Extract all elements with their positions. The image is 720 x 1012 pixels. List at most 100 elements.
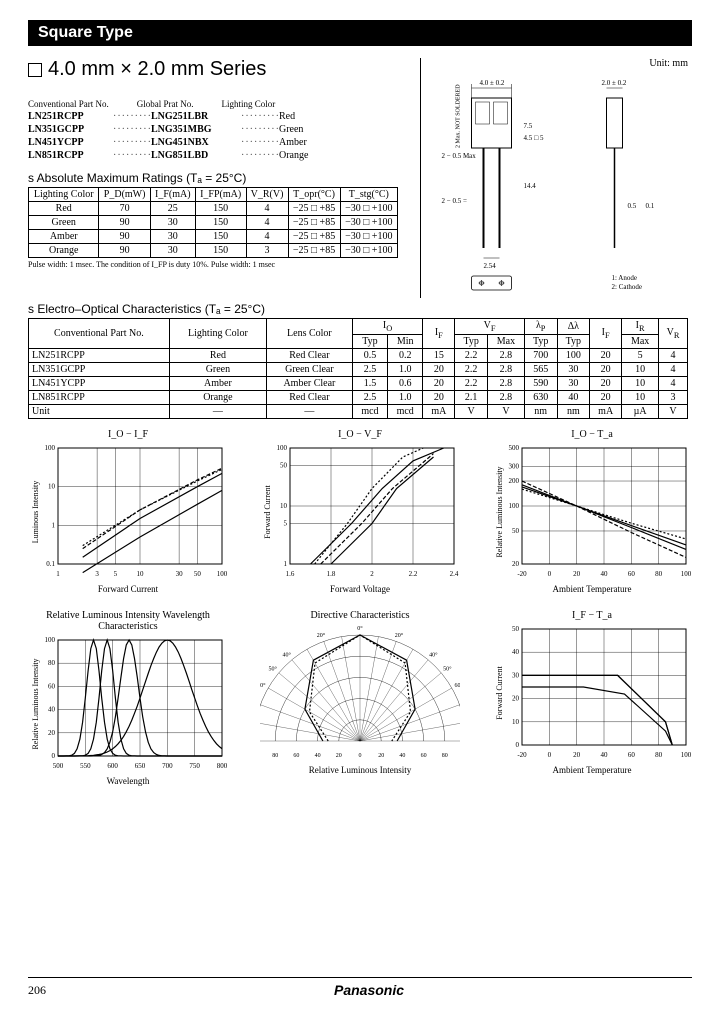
svg-text:0.1: 0.1 bbox=[646, 202, 655, 210]
svg-text:14.4: 14.4 bbox=[524, 182, 537, 190]
svg-text:30: 30 bbox=[512, 671, 520, 679]
svg-text:Luminous Intensity: Luminous Intensity bbox=[31, 481, 40, 543]
svg-text:0.1: 0.1 bbox=[46, 560, 55, 568]
part-row: LN451YCPP·········LNG451NBX·········Ambe… bbox=[28, 137, 408, 148]
svg-text:40: 40 bbox=[315, 753, 321, 759]
svg-text:60: 60 bbox=[421, 753, 427, 759]
svg-text:800: 800 bbox=[217, 762, 228, 770]
svg-text:20: 20 bbox=[336, 753, 342, 759]
svg-text:Forward Current: Forward Current bbox=[263, 484, 272, 538]
svg-text:0: 0 bbox=[516, 741, 520, 749]
svg-text:0: 0 bbox=[548, 751, 552, 759]
svg-text:10: 10 bbox=[512, 718, 520, 726]
svg-text:2.0 ± 0.2: 2.0 ± 0.2 bbox=[602, 79, 627, 87]
series-title: 4.0 mm × 2.0 mm Series bbox=[28, 58, 408, 81]
svg-text:20: 20 bbox=[48, 729, 56, 737]
svg-text:7.5: 7.5 bbox=[524, 122, 533, 130]
svg-text:0: 0 bbox=[359, 753, 362, 759]
chart: I_O − I_F1351030501000.1110100Luminous I… bbox=[28, 429, 228, 594]
svg-text:0.5: 0.5 bbox=[628, 202, 637, 210]
svg-text:Forward Current: Forward Current bbox=[495, 665, 504, 719]
svg-text:50: 50 bbox=[512, 527, 520, 535]
part-row: LN251RCPP·········LNG251LBR·········Red bbox=[28, 111, 408, 122]
svg-text:80: 80 bbox=[442, 753, 448, 759]
chart: Relative Luminous Intensity Wavelength C… bbox=[28, 610, 228, 786]
svg-text:300: 300 bbox=[509, 462, 520, 470]
svg-text:5: 5 bbox=[114, 570, 118, 578]
svg-text:10: 10 bbox=[48, 483, 56, 491]
svg-text:20°: 20° bbox=[395, 632, 404, 639]
abs-max-title: s Absolute Maximum Ratings (Tₐ = 25°C) bbox=[28, 171, 408, 185]
svg-text:2: 2 bbox=[370, 570, 374, 578]
svg-text:10: 10 bbox=[280, 502, 288, 510]
svg-text:1.6: 1.6 bbox=[286, 570, 295, 578]
electro-table: Conventional Part No.Lighting ColorLens … bbox=[28, 318, 688, 419]
svg-text:2.54: 2.54 bbox=[484, 262, 497, 270]
svg-text:600: 600 bbox=[107, 762, 118, 770]
svg-text:80: 80 bbox=[272, 753, 278, 759]
svg-text:0°: 0° bbox=[357, 625, 363, 632]
svg-text:20: 20 bbox=[512, 695, 520, 703]
svg-text:2 Max. NOT SOLDERED: 2 Max. NOT SOLDERED bbox=[456, 84, 462, 148]
svg-text:50: 50 bbox=[512, 625, 520, 633]
svg-text:1: Anode: 1: Anode bbox=[612, 274, 637, 282]
part-number-table: Conventional Part No. Global Prat No. Li… bbox=[28, 99, 408, 161]
abs-max-table: Lighting ColorP_D(mW)I_F(mA)I_FP(mA)V_R(… bbox=[28, 187, 398, 258]
svg-text:1: 1 bbox=[52, 521, 56, 529]
svg-text:20°: 20° bbox=[317, 632, 326, 639]
svg-text:40: 40 bbox=[512, 648, 520, 656]
svg-text:550: 550 bbox=[80, 762, 91, 770]
svg-text:50: 50 bbox=[280, 461, 288, 469]
abs-max-footnote: Pulse width: 1 msec. The condition of I_… bbox=[28, 260, 408, 269]
chart: I_O − T_a-200204060801002050100200300500… bbox=[492, 429, 692, 594]
page-number: 206 bbox=[28, 983, 46, 998]
svg-text:100: 100 bbox=[277, 444, 288, 452]
svg-text:4.0 ± 0.2: 4.0 ± 0.2 bbox=[480, 79, 505, 87]
svg-text:60: 60 bbox=[48, 682, 56, 690]
svg-text:30: 30 bbox=[176, 570, 184, 578]
svg-text:60: 60 bbox=[628, 751, 636, 759]
svg-text:20: 20 bbox=[512, 560, 520, 568]
svg-text:60: 60 bbox=[628, 570, 636, 578]
electro-title: s Electro–Optical Characteristics (Tₐ = … bbox=[28, 302, 692, 316]
svg-text:0: 0 bbox=[52, 752, 56, 760]
svg-text:500: 500 bbox=[509, 444, 520, 452]
svg-text:100: 100 bbox=[45, 636, 56, 644]
svg-text:500: 500 bbox=[53, 762, 64, 770]
svg-text:2 − 0.5 =: 2 − 0.5 = bbox=[442, 197, 467, 205]
svg-text:40: 40 bbox=[601, 751, 609, 759]
svg-text:40: 40 bbox=[48, 706, 56, 714]
svg-text:Relative Luminous Intensity: Relative Luminous Intensity bbox=[495, 466, 504, 557]
category-header: Square Type bbox=[28, 20, 692, 46]
svg-text:80: 80 bbox=[655, 570, 663, 578]
svg-text:60°: 60° bbox=[455, 682, 460, 689]
svg-text:10: 10 bbox=[137, 570, 145, 578]
svg-text:-20: -20 bbox=[517, 751, 527, 759]
part-row: LN851RCPP·········LNG851LBD·········Oran… bbox=[28, 150, 408, 161]
svg-text:1: 1 bbox=[56, 570, 60, 578]
svg-text:750: 750 bbox=[189, 762, 200, 770]
svg-text:-20: -20 bbox=[517, 570, 527, 578]
svg-text:80: 80 bbox=[48, 659, 56, 667]
svg-text:1.8: 1.8 bbox=[327, 570, 336, 578]
svg-text:60: 60 bbox=[293, 753, 299, 759]
chart: Directive Characteristics90°80°70°60°50°… bbox=[260, 610, 460, 786]
svg-text:40: 40 bbox=[399, 753, 405, 759]
brand-logo: Panasonic bbox=[334, 982, 404, 998]
svg-text:20: 20 bbox=[573, 570, 581, 578]
svg-text:Relative Luminous Intensity: Relative Luminous Intensity bbox=[31, 658, 40, 749]
svg-text:80: 80 bbox=[655, 751, 663, 759]
svg-text:100: 100 bbox=[681, 570, 692, 578]
svg-text:200: 200 bbox=[509, 477, 520, 485]
chart: I_F − T_a-2002040608010001020304050Forwa… bbox=[492, 610, 692, 786]
svg-text:1: 1 bbox=[284, 560, 288, 568]
svg-text:2 − 0.5 Max: 2 − 0.5 Max bbox=[442, 152, 477, 160]
page-footer: 206 Panasonic bbox=[28, 977, 692, 998]
svg-text:50: 50 bbox=[194, 570, 202, 578]
svg-text:20: 20 bbox=[378, 753, 384, 759]
svg-text:60°: 60° bbox=[260, 682, 266, 689]
chart: I_O − V_F1.61.822.22.4151050100Forward C… bbox=[260, 429, 460, 594]
svg-text:40: 40 bbox=[601, 570, 609, 578]
svg-text:100: 100 bbox=[217, 570, 228, 578]
svg-text:50°: 50° bbox=[268, 666, 277, 673]
